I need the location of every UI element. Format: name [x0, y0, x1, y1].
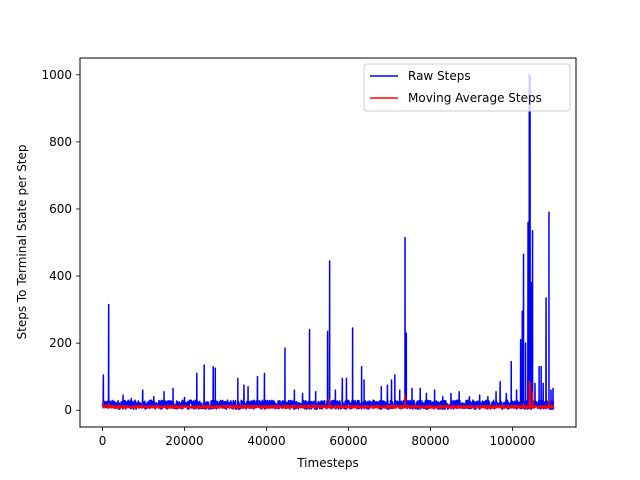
series-raw-steps	[103, 75, 554, 409]
x-axis-label: Timesteps	[296, 456, 359, 470]
x-tick-label: 20000	[165, 434, 203, 448]
y-tick-label: 0	[64, 403, 72, 417]
x-tick-label: 100000	[490, 434, 536, 448]
x-tick-label: 0	[99, 434, 107, 448]
y-tick-label: 400	[49, 269, 72, 283]
x-tick-label: 60000	[329, 434, 367, 448]
x-axis: 0 20000 40000 60000 80000 100000	[99, 427, 536, 448]
y-tick-label: 200	[49, 336, 72, 350]
legend-raw-steps-label: Raw Steps	[408, 69, 471, 83]
series-layer	[103, 75, 554, 409]
x-tick-label: 80000	[411, 434, 449, 448]
legend-moving-average-label: Moving Average Steps	[408, 91, 542, 105]
y-axis-label: Steps To Terminal State per Step	[15, 144, 29, 339]
y-tick-label: 600	[49, 202, 72, 216]
y-tick-label: 1000	[41, 68, 72, 82]
x-tick-label: 40000	[247, 434, 285, 448]
y-tick-label: 800	[49, 135, 72, 149]
legend: Raw Steps Moving Average Steps	[364, 64, 570, 111]
y-axis: 0 200 400 600 800 1000	[41, 68, 80, 417]
